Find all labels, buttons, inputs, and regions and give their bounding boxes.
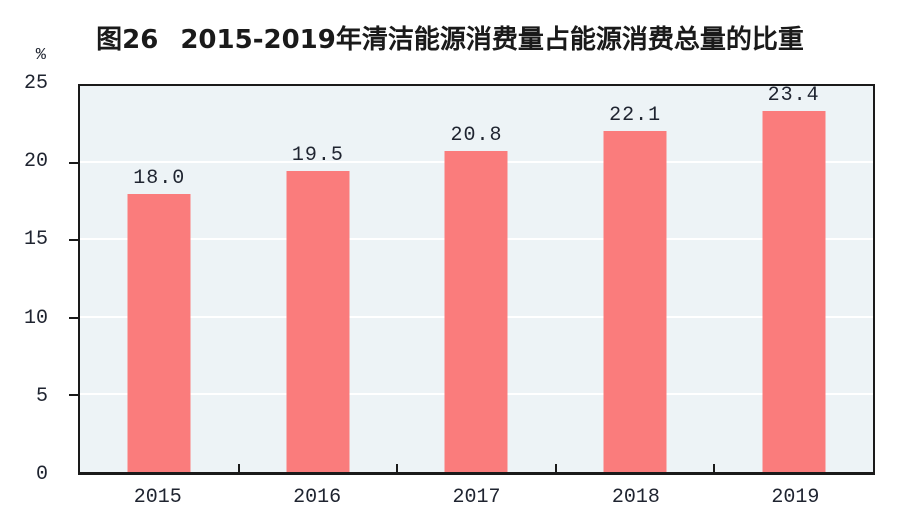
y-axis-tick xyxy=(69,316,78,319)
bar-value-label: 22.1 xyxy=(609,103,662,127)
y-axis-tick-label: 15 xyxy=(23,228,48,252)
y-axis-labels: 0 5 10 15 20 25 xyxy=(0,0,48,531)
bar-group: 20.8 xyxy=(397,86,556,472)
bar-value-label: 19.5 xyxy=(291,143,344,167)
bar-group: 18.0 xyxy=(80,86,239,472)
bar-group: 23.4 xyxy=(714,83,873,472)
x-axis-tick xyxy=(237,464,240,472)
y-axis-tick xyxy=(69,239,78,242)
x-axis-tick xyxy=(554,464,557,472)
chart-title-prefix: 图26 xyxy=(96,25,159,55)
bar xyxy=(444,150,508,472)
y-axis-tick-label: 5 xyxy=(35,384,48,408)
plot-area: 18.0 19.5 20.8 22.1 23.4 xyxy=(69,83,875,475)
y-axis-unit-label: % xyxy=(35,46,46,65)
bar xyxy=(762,110,826,472)
y-axis-tick-label: 25 xyxy=(23,72,48,95)
y-axis-tick-label: 0 xyxy=(35,463,48,486)
x-axis-tick-label: 2016 xyxy=(293,486,342,509)
bar xyxy=(286,170,350,472)
x-axis-tick-label: 2017 xyxy=(452,486,501,509)
x-axis-labels: 2015 2016 2017 2018 2019 xyxy=(78,486,875,510)
y-axis-tick xyxy=(69,162,78,165)
bar xyxy=(603,130,667,472)
y-axis-tick xyxy=(69,393,78,396)
bar-group: 19.5 xyxy=(239,86,398,472)
bar-value-label: 20.8 xyxy=(450,123,503,147)
x-axis-tick xyxy=(396,464,399,472)
chart-title-main: 2015-2019年清洁能源消费量占能源消费总量的比重 xyxy=(180,25,804,55)
chart-title: 图26 2015-2019年清洁能源消费量占能源消费总量的比重 xyxy=(0,24,900,56)
y-axis-tick-label: 10 xyxy=(23,306,48,330)
bar-group: 22.1 xyxy=(556,86,715,472)
bar xyxy=(127,194,191,472)
y-axis-tick-label: 20 xyxy=(23,150,48,174)
x-axis-tick-label: 2019 xyxy=(771,486,820,509)
x-axis-tick-label: 2015 xyxy=(133,486,182,509)
bar-value-label: 23.4 xyxy=(767,83,820,107)
x-axis-tick-label: 2018 xyxy=(611,486,660,509)
bar-value-label: 18.0 xyxy=(133,167,186,191)
x-axis-tick xyxy=(713,464,716,472)
